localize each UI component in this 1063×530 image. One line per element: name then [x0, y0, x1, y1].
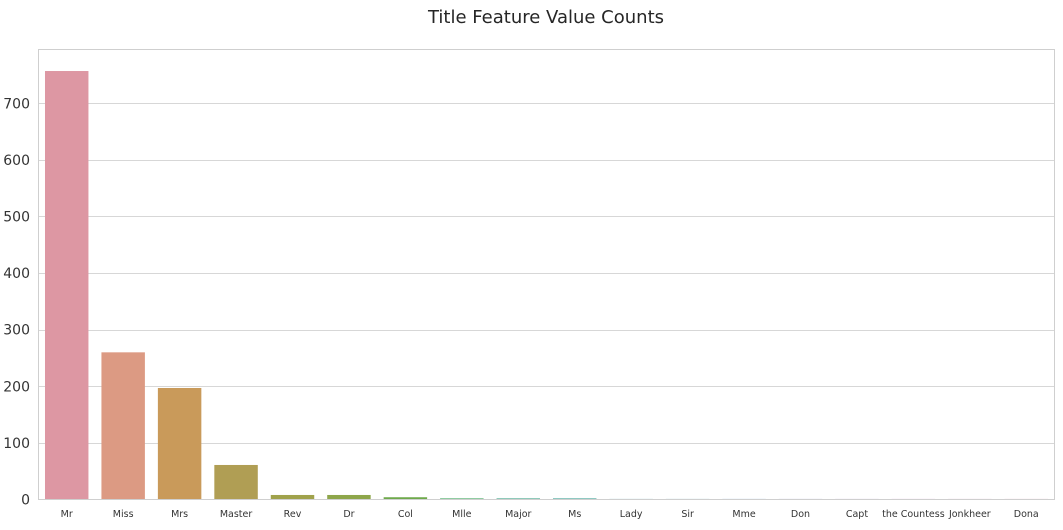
y-tick-label: 0 — [21, 493, 30, 509]
x-tick-label: Mr — [61, 509, 73, 520]
x-tick-label: Ms — [568, 509, 581, 520]
bar-dr — [327, 494, 371, 500]
x-tick-label: Miss — [113, 509, 134, 520]
bar-mrs — [157, 387, 202, 500]
x-tick-label: the Countess — [882, 509, 945, 520]
x-tick-label: Capt — [846, 509, 868, 520]
x-tick-label: Sir — [681, 509, 694, 520]
x-tick-label: Lady — [620, 509, 643, 520]
x-tick-label: Rev — [284, 509, 302, 520]
bar-ms — [552, 498, 597, 500]
x-tick-label: Mme — [732, 509, 755, 520]
y-tick-label: 500 — [3, 209, 30, 225]
chart-title: Title Feature Value Counts — [427, 7, 664, 28]
bar-major — [496, 498, 541, 500]
y-tick-label: 200 — [3, 379, 30, 395]
x-tick-label: Dr — [343, 509, 354, 520]
x-tick-label: Don — [791, 509, 810, 520]
plot-frame — [38, 49, 1055, 500]
x-tick-label: Col — [398, 509, 413, 520]
x-tick-label: Major — [505, 509, 531, 520]
x-tick-label: Jonkheer — [948, 509, 991, 520]
y-tick-label: 100 — [3, 436, 30, 452]
bar-master — [214, 464, 258, 500]
x-tick-label: Mlle — [452, 509, 471, 520]
bar-miss — [101, 352, 145, 500]
bar-mlle — [440, 498, 484, 500]
y-tick-label: 400 — [3, 266, 30, 282]
y-tick-label: 600 — [3, 153, 30, 169]
bar-rev — [270, 494, 315, 500]
x-tick-label: Mrs — [171, 509, 188, 520]
x-tick-label: Master — [220, 509, 253, 520]
y-axis-ticks: 0 100 200 300 400 500 600 700 — [3, 96, 30, 508]
y-tick-label: 300 — [3, 323, 30, 339]
gridlines — [38, 103, 1055, 444]
bar-col — [383, 497, 428, 500]
y-tick-label: 700 — [3, 96, 30, 112]
bars — [44, 71, 1049, 500]
bar-mr — [44, 71, 89, 500]
x-axis-ticks: Mr Miss Mrs Master Rev Dr Col Mlle Major Ms Lady Si… — [61, 509, 1039, 520]
x-tick-label: Dona — [1014, 509, 1039, 520]
